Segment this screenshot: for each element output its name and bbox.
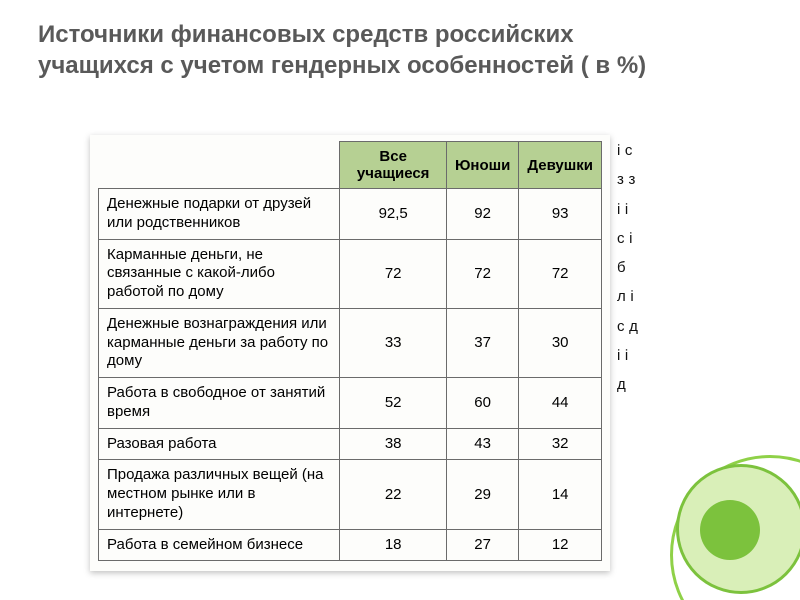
table-row: Карманные деньги, не связанные с какой-л…: [99, 239, 602, 308]
table-header-row: Все учащиеся Юноши Девушки: [99, 142, 602, 189]
cell-boys: 43: [446, 428, 518, 460]
col-all: Все учащиеся: [340, 142, 447, 189]
cell-boys: 92: [446, 189, 518, 240]
cell-all: 18: [340, 529, 447, 561]
cell-all: 52: [340, 378, 447, 429]
cell-boys: 27: [446, 529, 518, 561]
table-row: Разовая работа 38 43 32: [99, 428, 602, 460]
cell-girls: 72: [519, 239, 602, 308]
table-row: Продажа различных вещей (на местном рынк…: [99, 460, 602, 529]
cell-boys: 60: [446, 378, 518, 429]
row-label: Работа в свободное от занятий время: [99, 378, 340, 429]
cell-girls: 32: [519, 428, 602, 460]
cell-girls: 30: [519, 308, 602, 377]
row-label: Денежные подарки от друзей или родственн…: [99, 189, 340, 240]
row-label: Разовая работа: [99, 428, 340, 460]
col-girls: Девушки: [519, 142, 602, 189]
row-label: Продажа различных вещей (на местном рынк…: [99, 460, 340, 529]
row-label: Работа в семейном бизнесе: [99, 529, 340, 561]
cell-girls: 93: [519, 189, 602, 240]
cell-boys: 72: [446, 239, 518, 308]
cell-all: 72: [340, 239, 447, 308]
table-row: Работа в семейном бизнесе 18 27 12: [99, 529, 602, 561]
col-boys: Юноши: [446, 142, 518, 189]
data-table-container: Все учащиеся Юноши Девушки Денежные пода…: [90, 135, 610, 571]
cell-all: 92,5: [340, 189, 447, 240]
col-blank: [99, 142, 340, 189]
table-row: Денежные вознаграждения или карманные де…: [99, 308, 602, 377]
cell-boys: 37: [446, 308, 518, 377]
circle-decoration-inner: [700, 500, 760, 560]
cropped-side-text: і с з з і і с і б л і с д і і д: [617, 136, 639, 536]
table-row: Денежные подарки от друзей или родственн…: [99, 189, 602, 240]
cell-girls: 12: [519, 529, 602, 561]
slide: Источники финансовых средств российских …: [0, 0, 800, 600]
cell-all: 22: [340, 460, 447, 529]
row-label: Карманные деньги, не связанные с какой-л…: [99, 239, 340, 308]
cell-all: 33: [340, 308, 447, 377]
cell-girls: 44: [519, 378, 602, 429]
page-title: Источники финансовых средств российских …: [38, 20, 690, 81]
data-table: Все учащиеся Юноши Девушки Денежные пода…: [98, 141, 602, 561]
cell-girls: 14: [519, 460, 602, 529]
cell-boys: 29: [446, 460, 518, 529]
row-label: Денежные вознаграждения или карманные де…: [99, 308, 340, 377]
cell-all: 38: [340, 428, 447, 460]
table-row: Работа в свободное от занятий время 52 6…: [99, 378, 602, 429]
